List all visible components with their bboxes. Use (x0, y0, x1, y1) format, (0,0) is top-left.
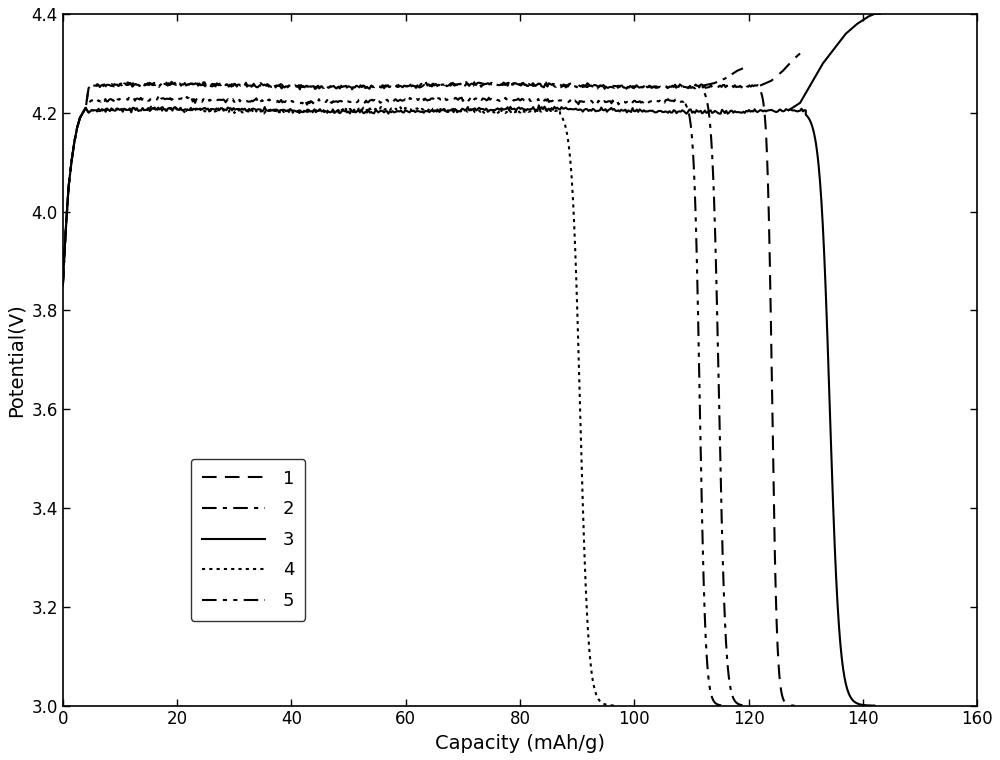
X-axis label: Capacity (mAh/g): Capacity (mAh/g) (435, 734, 605, 753)
Y-axis label: Potential(V): Potential(V) (7, 303, 26, 416)
Legend: 1, 2, 3, 4, 5: 1, 2, 3, 4, 5 (191, 459, 305, 621)
